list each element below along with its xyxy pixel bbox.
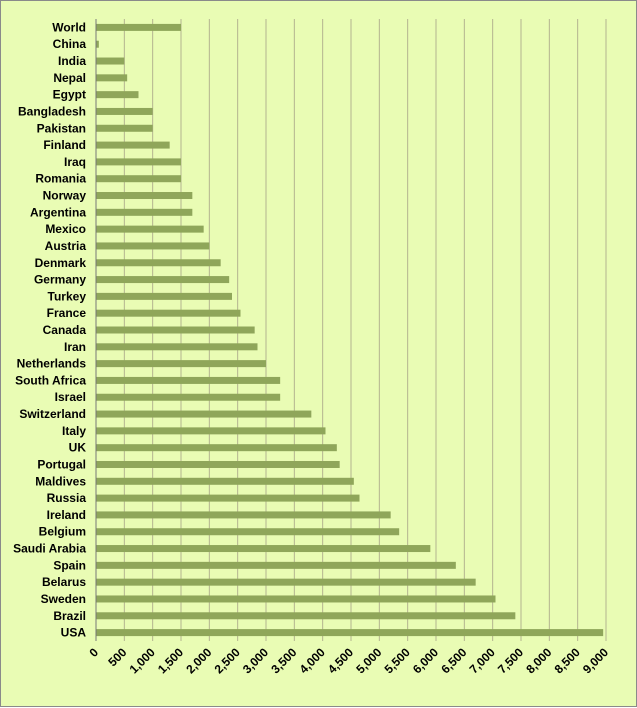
category-label: Ireland: [47, 508, 86, 522]
category-label: Israel: [55, 390, 86, 404]
x-tick-label: 3,500: [268, 645, 299, 676]
category-label: Denmark: [35, 256, 87, 270]
category-label: Pakistan: [37, 121, 86, 135]
x-tick-label: 2,000: [183, 645, 214, 676]
category-label: UK: [69, 441, 87, 455]
category-labels: World China India Nepal Egypt Bangladesh Pakis…: [13, 20, 86, 639]
bar: [96, 578, 476, 586]
x-tick-label: 5,500: [382, 645, 413, 676]
bar: [96, 360, 266, 368]
bar: [96, 141, 170, 149]
bar: [96, 91, 139, 99]
gridlines: [123, 19, 607, 641]
category-label: Austria: [45, 239, 87, 253]
bar: [96, 393, 281, 401]
x-tick-label: 3,000: [240, 645, 271, 676]
x-tick-label: 500: [105, 645, 129, 669]
category-label: Switzerland: [19, 407, 86, 421]
x-tick-label: 1,500: [155, 645, 186, 676]
bar: [96, 74, 128, 82]
bar: [96, 242, 210, 250]
bar: [96, 158, 181, 166]
category-label: Brazil: [53, 609, 86, 623]
bar: [96, 208, 193, 216]
x-tick-labels: 0 5001,0001,5002,0002,5003,0003,5004,0004…: [86, 645, 611, 676]
x-tick-label: 9,000: [580, 645, 611, 676]
category-label: Belarus: [42, 575, 86, 589]
bar: [96, 192, 193, 200]
bar: [96, 612, 516, 620]
x-tick-label: 6,000: [410, 645, 441, 676]
category-label: Egypt: [53, 88, 86, 102]
category-label: Spain: [53, 558, 86, 572]
bar: [96, 511, 391, 519]
bar: [96, 57, 125, 65]
bar: [96, 225, 204, 233]
bar: [96, 545, 431, 553]
category-label: Maldives: [35, 474, 86, 488]
x-tick-label: 1,000: [127, 645, 158, 676]
category-label: Bangladesh: [18, 104, 86, 118]
category-label: Iraq: [64, 155, 86, 169]
x-tick-label: 5,000: [353, 645, 384, 676]
x-tick-label: 6,500: [438, 645, 469, 676]
category-label: Nepal: [53, 71, 86, 85]
category-label: Turkey: [48, 289, 87, 303]
bar: [96, 444, 337, 452]
category-label: World: [52, 20, 86, 34]
category-label: Saudi Arabia: [13, 542, 86, 556]
bar: [96, 410, 312, 418]
category-label: USA: [61, 626, 87, 640]
x-tick-label: 8,000: [523, 645, 554, 676]
bar: [96, 175, 181, 183]
bar: [96, 629, 604, 637]
category-label: Canada: [43, 323, 87, 337]
category-label: Portugal: [37, 457, 86, 471]
bar: [96, 259, 221, 267]
bar: [96, 309, 241, 317]
x-tick-label: 2,500: [212, 645, 243, 676]
bar: [96, 343, 258, 351]
bar: [96, 494, 360, 502]
bar: [96, 477, 354, 485]
bar: [96, 595, 496, 603]
category-label: South Africa: [15, 373, 86, 387]
x-tick-label: 4,000: [297, 645, 328, 676]
x-tick-label: 0: [86, 645, 101, 660]
bar: [96, 276, 230, 284]
category-label: China: [53, 37, 87, 51]
bar: [96, 460, 340, 468]
category-label: Iran: [64, 340, 86, 354]
category-label: Romania: [35, 172, 86, 186]
x-tick-label: 4,500: [325, 645, 356, 676]
category-label: Argentina: [30, 205, 86, 219]
bar: [96, 528, 400, 536]
bar: [96, 107, 153, 115]
category-label: Sweden: [41, 592, 86, 606]
bar: [96, 561, 456, 569]
bar: [96, 326, 255, 334]
bar: [96, 427, 326, 435]
bar: [96, 23, 181, 31]
category-label: Belgium: [39, 525, 86, 539]
bar: [96, 292, 232, 300]
bars: [96, 23, 604, 637]
category-label: Germany: [34, 273, 86, 287]
bar: [96, 40, 99, 48]
category-label: France: [47, 306, 87, 320]
bar: [96, 376, 281, 384]
x-tick-label: 7,500: [495, 645, 526, 676]
category-label: Italy: [62, 424, 86, 438]
x-tick-label: 8,500: [552, 645, 583, 676]
bar: [96, 124, 153, 132]
category-label: Netherlands: [17, 357, 87, 371]
category-label: Russia: [47, 491, 87, 505]
category-label: India: [58, 54, 86, 68]
category-label: Mexico: [45, 222, 86, 236]
x-tick-label: 7,000: [467, 645, 498, 676]
category-label: Norway: [43, 189, 87, 203]
category-label: Finland: [43, 138, 86, 152]
